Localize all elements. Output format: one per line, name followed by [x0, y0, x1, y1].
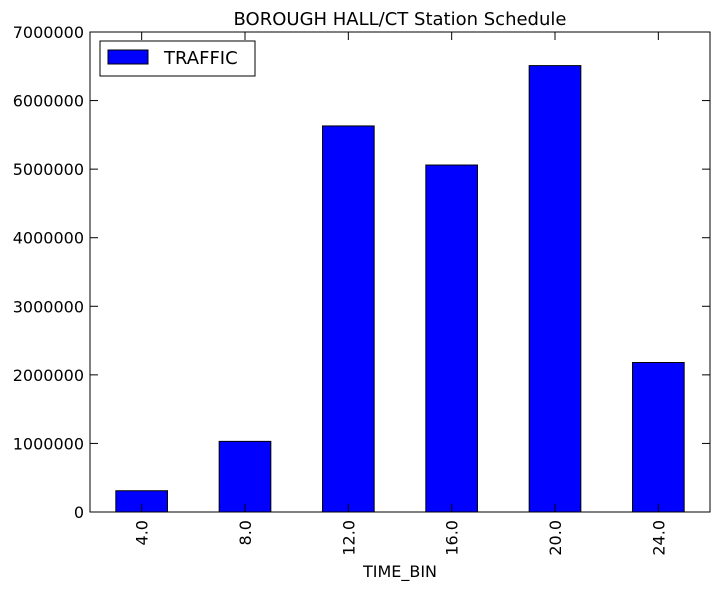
x-tick-label: 12.0 [339, 520, 358, 556]
y-tick-label: 3000000 [13, 297, 84, 316]
x-tick-label: 4.0 [133, 520, 152, 545]
y-tick-label: 4000000 [13, 229, 84, 248]
bar-24.0 [632, 362, 685, 513]
bars-group [115, 65, 685, 513]
chart-title: BOROUGH HALL/CT Station Schedule [234, 9, 567, 30]
bar-12.0 [322, 125, 375, 513]
x-tick-label: 20.0 [546, 520, 565, 556]
bar-20.0 [528, 65, 582, 513]
legend-label: TRAFFIC [163, 48, 238, 69]
y-tick-label: 2000000 [13, 366, 84, 385]
x-tick-label: 24.0 [649, 520, 668, 556]
y-tick-label: 7000000 [13, 23, 84, 42]
x-axis: 4.0 8.0 12.0 16.0 20.0 24.0 [133, 32, 668, 556]
x-tick-label: 8.0 [236, 520, 255, 545]
y-tick-label: 1000000 [13, 434, 84, 453]
bar-16.0 [425, 164, 479, 513]
y-axis: 0 1000000 2000000 3000000 4000000 5000000 6000… [13, 23, 710, 522]
legend-swatch [107, 49, 149, 65]
y-tick-label: 6000000 [13, 92, 84, 111]
x-tick-label: 16.0 [443, 520, 462, 556]
y-tick-label: 5000000 [13, 160, 84, 179]
legend: TRAFFIC [99, 40, 256, 77]
x-axis-label: TIME_BIN [362, 562, 437, 582]
plot-frame [89, 31, 711, 513]
y-tick-label: 0 [74, 503, 84, 522]
bar-8.0 [218, 440, 272, 513]
